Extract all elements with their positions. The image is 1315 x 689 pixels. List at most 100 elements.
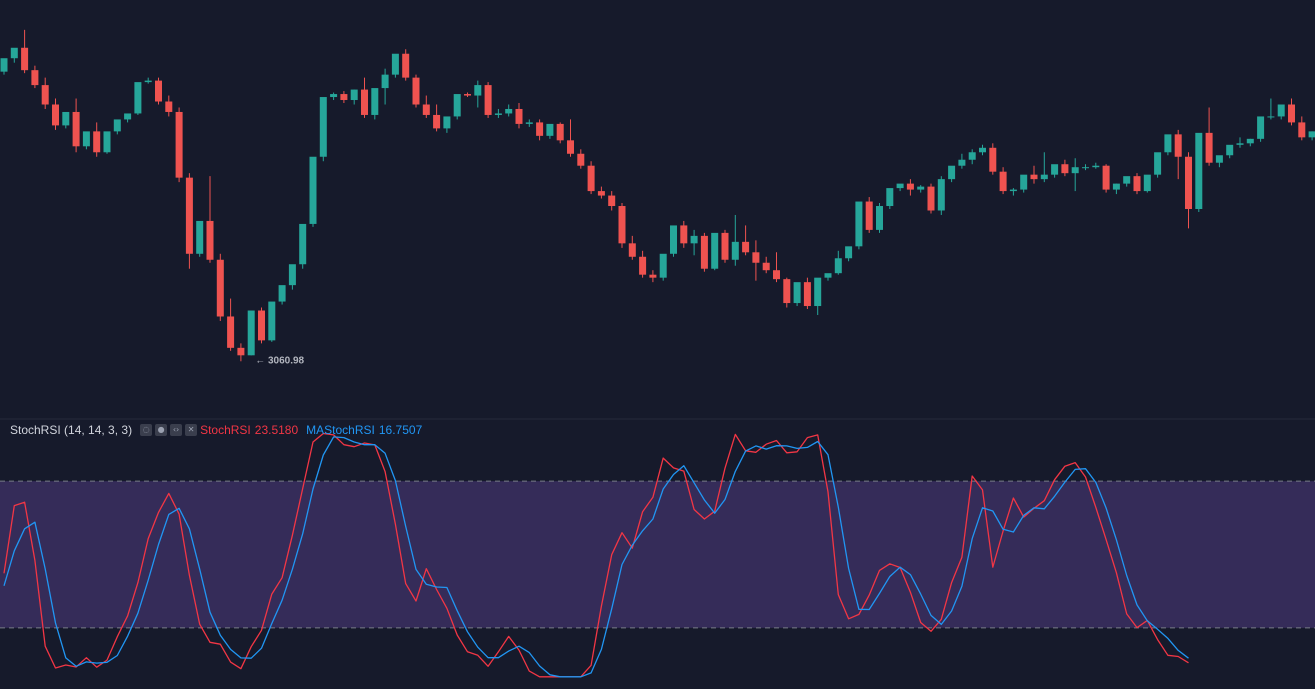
settings-icon[interactable]: ●: [155, 424, 168, 436]
candle: [31, 65, 39, 89]
candle-body: [618, 206, 626, 244]
candle: [237, 343, 245, 362]
candle: [546, 123, 554, 139]
candle: [196, 220, 204, 257]
candle: [608, 191, 616, 211]
candle: [567, 119, 574, 157]
candle: [639, 250, 647, 278]
candle-body: [113, 119, 121, 132]
candle: [62, 111, 70, 129]
candle: [350, 89, 358, 105]
candle-body: [1143, 174, 1151, 192]
candle: [1226, 144, 1234, 159]
candlestick-chart[interactable]: ← 3060.98: [0, 0, 1315, 418]
candle: [536, 119, 544, 141]
candle: [72, 98, 80, 153]
candle: [206, 176, 214, 263]
candle-body: [10, 47, 18, 59]
candle-body: [196, 220, 204, 254]
candle: [896, 183, 904, 192]
candle-body: [1267, 116, 1275, 118]
candle: [968, 149, 976, 165]
candle-body: [134, 82, 142, 114]
candle: [268, 301, 276, 342]
candle: [670, 225, 677, 257]
candle-body: [597, 191, 605, 196]
candle: [948, 165, 956, 183]
candle: [1174, 129, 1182, 180]
source-code-icon[interactable]: ‹›: [170, 424, 183, 436]
stochrsi-label: StochRSI: [200, 423, 251, 437]
candle: [979, 144, 986, 156]
candle-body: [876, 206, 883, 230]
candle: [618, 203, 626, 248]
price-chart-pane[interactable]: ← 3060.98: [0, 0, 1315, 418]
candle: [340, 91, 348, 104]
candle-body: [855, 201, 863, 247]
candle: [958, 153, 966, 169]
candle: [721, 229, 729, 263]
candle-body: [783, 279, 791, 304]
candle: [0, 58, 8, 75]
candle-body: [1288, 104, 1295, 123]
candle-body: [237, 347, 245, 356]
candle: [680, 220, 688, 248]
candle-body: [1030, 174, 1038, 180]
candle-body: [752, 252, 760, 263]
candle-body: [206, 220, 214, 260]
candle-body: [21, 47, 29, 71]
candle: [278, 285, 286, 305]
candle: [1009, 188, 1017, 196]
candle-body: [464, 94, 471, 96]
candle: [711, 232, 719, 271]
candle-body: [433, 114, 441, 129]
candle-body: [845, 246, 853, 259]
candle: [1298, 116, 1306, 141]
candle-body: [299, 223, 307, 265]
candle-body: [690, 235, 698, 244]
candle-body: [1215, 155, 1223, 163]
candle-body: [979, 147, 986, 153]
candle-body: [639, 256, 647, 275]
candle: [1277, 104, 1285, 120]
close-icon[interactable]: ✕: [185, 424, 198, 436]
candle: [834, 250, 842, 275]
candle-body: [185, 177, 193, 254]
stoch-rsi-chart[interactable]: [0, 420, 1315, 689]
candle-body: [227, 316, 235, 348]
candle: [1133, 173, 1141, 195]
candle: [515, 103, 523, 129]
mastochrsi-line: [3, 436, 1189, 678]
candle: [855, 201, 863, 250]
candle: [309, 156, 317, 227]
candle-body: [453, 94, 461, 117]
candle-body: [515, 108, 523, 124]
candle-body: [1257, 116, 1265, 139]
candle-body: [1226, 144, 1234, 156]
candle-body: [82, 131, 90, 147]
candle: [762, 256, 770, 274]
candle: [52, 98, 59, 130]
candle-body: [917, 186, 925, 190]
candle: [1061, 159, 1069, 177]
indicator-title[interactable]: StochRSI (14, 14, 3, 3): [10, 423, 133, 437]
candle: [1288, 98, 1295, 126]
candle: [1020, 174, 1028, 193]
candle: [587, 161, 595, 195]
indicator-pane[interactable]: [0, 420, 1315, 689]
candle: [1102, 164, 1110, 193]
candle-body: [350, 89, 358, 101]
candle-body: [340, 94, 348, 101]
candle: [258, 307, 265, 344]
hide-icon[interactable]: ◌: [140, 424, 153, 436]
candle-body: [1298, 122, 1306, 138]
candle: [155, 77, 162, 105]
candle: [989, 143, 997, 175]
candle-body: [216, 259, 224, 317]
candle-body: [278, 285, 286, 302]
candle-body: [309, 156, 317, 224]
candle-body: [1082, 167, 1089, 169]
candle: [1308, 131, 1315, 141]
pane-divider[interactable]: [0, 418, 1315, 420]
candle-body: [649, 274, 657, 278]
